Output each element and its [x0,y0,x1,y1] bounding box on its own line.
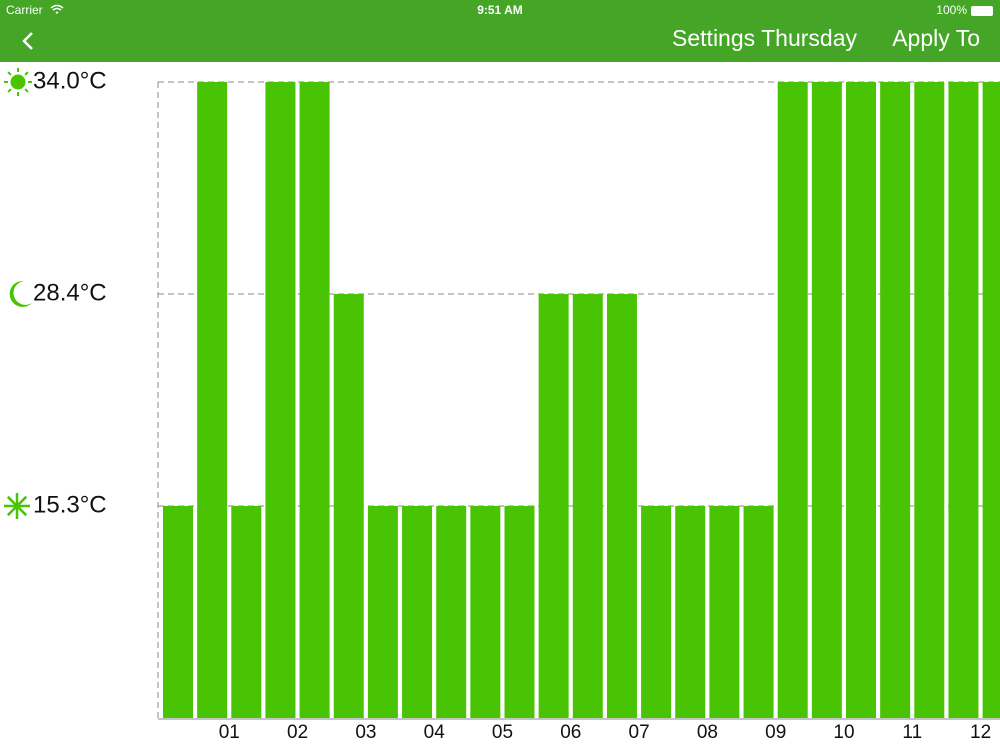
sun-icon [10,74,26,90]
bar [504,506,535,718]
sun-ray [24,88,29,93]
bar [641,506,672,718]
carrier: Carrier [6,3,43,17]
wifi-icon [50,4,64,15]
bar [436,506,467,718]
y-tick-label: 34.0°C [33,67,107,94]
nav-title[interactable]: Settings Thursday [672,25,857,51]
x-tick-label: 12 [970,722,991,743]
x-tick-label: 11 [902,722,922,743]
y-tick-label: 28.4°C [33,279,107,306]
x-tick-label: 09 [765,722,786,743]
y-tick-label: 15.3°C [33,491,107,518]
bar [675,506,706,718]
header-bg [0,0,1000,62]
bar [982,82,1000,718]
moon-icon [9,280,32,307]
bar [948,82,979,718]
back-button[interactable] [22,32,33,50]
bar [914,82,945,718]
x-tick-label: 10 [833,722,854,743]
bar [163,506,193,718]
bar [572,294,603,718]
bar [606,294,637,718]
sun-ray [7,71,12,76]
bar [470,506,501,718]
battery-text: 100% [936,3,967,17]
bar [231,506,262,718]
x-tick-label: 06 [560,722,581,743]
bar [402,506,433,718]
bar [811,82,842,718]
sun-ray [7,88,12,93]
clock: 9:51 AM [477,3,523,17]
x-tick-label: 05 [492,722,513,743]
bar [743,506,774,718]
snow-icon [4,493,30,519]
bar [777,82,808,718]
bar [709,506,740,718]
x-tick-label: 02 [287,722,308,743]
bar [367,506,398,718]
bar [299,82,330,718]
x-tick-label: 01 [219,722,240,743]
bar [197,82,228,718]
bar [880,82,911,718]
x-tick-label: 07 [629,722,650,743]
x-tick-label: 03 [355,722,376,743]
bar [538,294,569,718]
x-tick-label: 08 [697,722,718,743]
bar [265,82,296,718]
battery-icon [971,6,993,16]
bar [846,82,876,718]
sun-ray [24,71,29,76]
bar [333,294,364,718]
x-tick-label: 04 [424,722,446,743]
apply-button[interactable]: Apply To [892,25,980,51]
